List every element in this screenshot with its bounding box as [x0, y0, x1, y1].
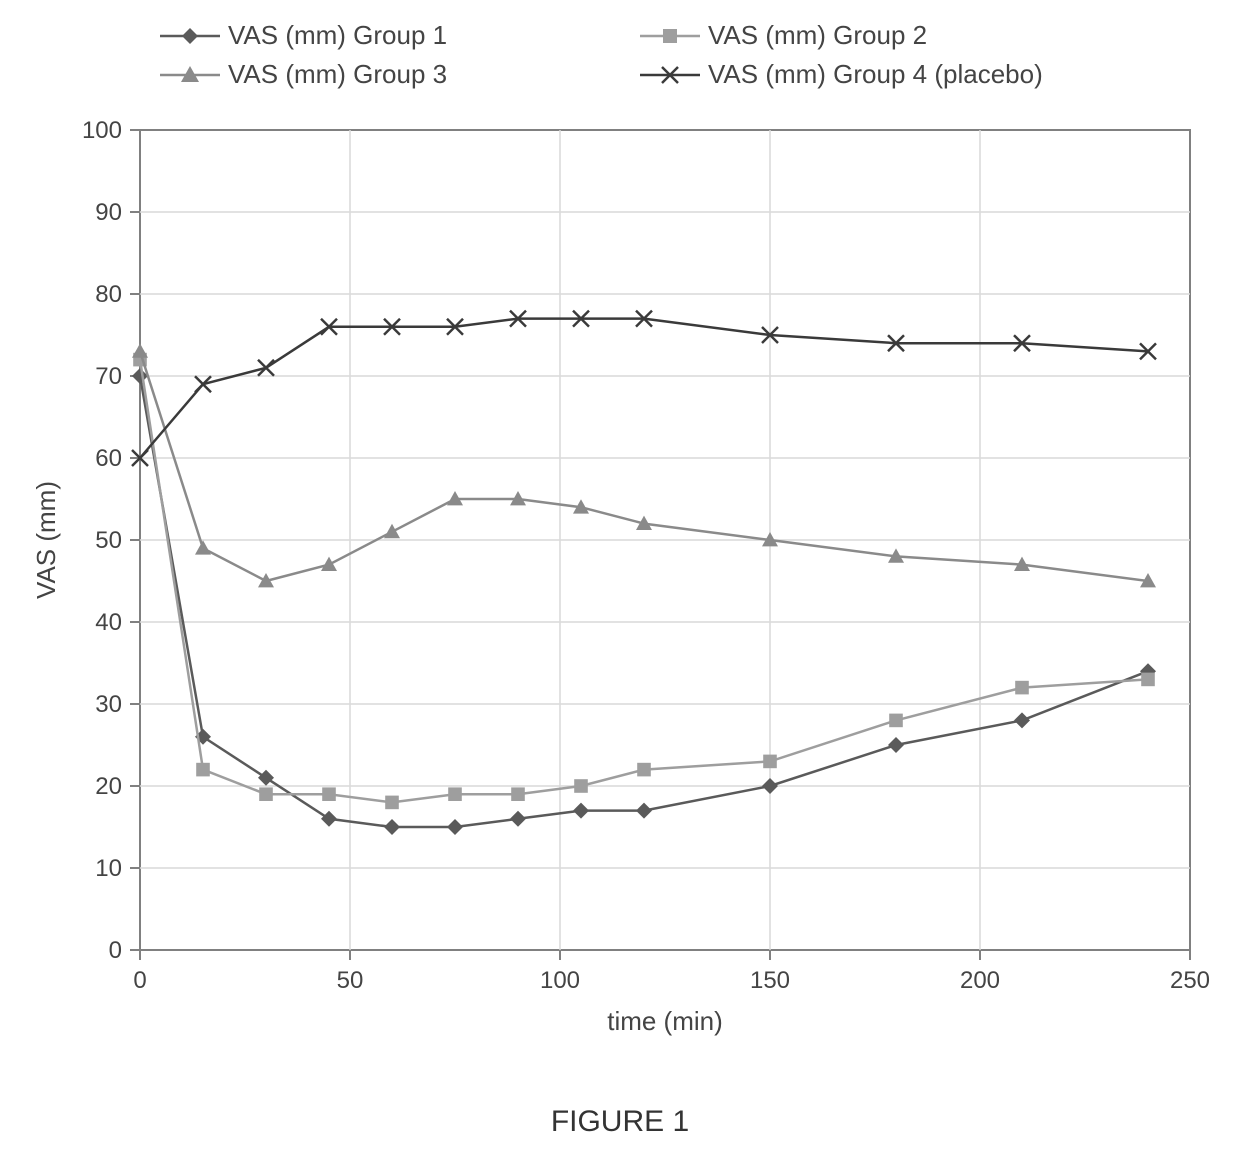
diamond-marker-icon [160, 24, 220, 48]
svg-text:150: 150 [750, 967, 790, 994]
legend-label: VAS (mm) Group 1 [228, 20, 447, 51]
svg-text:40: 40 [95, 609, 122, 636]
legend-label: VAS (mm) Group 4 (placebo) [708, 59, 1043, 90]
svg-text:10: 10 [95, 855, 122, 882]
line-chart: 0 10 20 30 40 50 60 70 80 90 100 0 50 100 150 200 250 tim… [20, 110, 1220, 1060]
svg-text:50: 50 [337, 967, 364, 994]
svg-text:0: 0 [133, 967, 146, 994]
svg-text:90: 90 [95, 199, 122, 226]
x-marker-icon [640, 63, 700, 87]
svg-text:70: 70 [95, 363, 122, 390]
svg-text:50: 50 [95, 527, 122, 554]
svg-text:60: 60 [95, 445, 122, 472]
svg-text:20: 20 [95, 773, 122, 800]
triangle-marker-icon [160, 63, 220, 87]
chart-container: VAS (mm) Group 1 VAS (mm) Group 2 VAS (m… [20, 20, 1220, 1139]
chart-legend: VAS (mm) Group 1 VAS (mm) Group 2 VAS (m… [20, 20, 1220, 110]
svg-text:80: 80 [95, 281, 122, 308]
svg-text:0: 0 [109, 937, 122, 964]
svg-text:time (min): time (min) [607, 1006, 723, 1036]
square-marker-icon [640, 24, 700, 48]
figure-caption: FIGURE 1 [20, 1105, 1220, 1139]
legend-item: VAS (mm) Group 1 [160, 20, 600, 51]
legend-item: VAS (mm) Group 3 [160, 59, 600, 90]
legend-label: VAS (mm) Group 2 [708, 20, 927, 51]
svg-text:30: 30 [95, 691, 122, 718]
legend-item: VAS (mm) Group 4 (placebo) [640, 59, 1080, 90]
svg-text:200: 200 [960, 967, 1000, 994]
svg-text:VAS (mm): VAS (mm) [31, 481, 61, 599]
legend-item: VAS (mm) Group 2 [640, 20, 1080, 51]
svg-text:100: 100 [82, 117, 122, 144]
svg-text:100: 100 [540, 967, 580, 994]
svg-text:250: 250 [1170, 967, 1210, 994]
legend-label: VAS (mm) Group 3 [228, 59, 447, 90]
